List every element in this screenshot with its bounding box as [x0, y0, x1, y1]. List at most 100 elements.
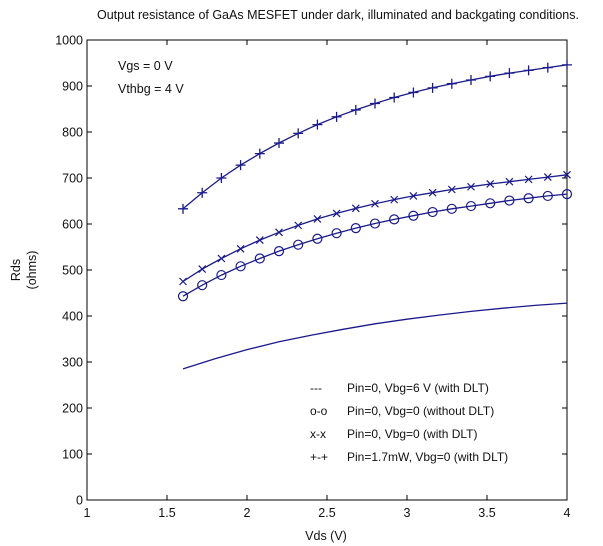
series-circle [177, 189, 573, 302]
data-point [446, 78, 457, 89]
series-plus [178, 59, 572, 214]
data-point [331, 111, 342, 122]
x-tick-label: 2 [244, 506, 251, 520]
data-point [524, 175, 533, 184]
data-point [371, 199, 379, 208]
data-point [523, 193, 534, 204]
data-point [236, 244, 245, 253]
data-point [235, 261, 246, 272]
data-point [486, 180, 495, 188]
data-point [273, 246, 285, 257]
data-point [216, 269, 227, 281]
data-point [523, 65, 534, 76]
data-point [293, 239, 304, 250]
data-point [198, 265, 207, 274]
data-point [408, 210, 419, 221]
data-point [389, 214, 400, 225]
data-point [332, 209, 341, 218]
data-point [217, 254, 226, 263]
y-tick-label: 900 [62, 80, 83, 94]
x-tick-label: 1 [84, 506, 91, 520]
y-axis-unit-label: (ohms) [25, 251, 39, 290]
data-point [542, 190, 553, 202]
y-tick-label: 700 [62, 172, 83, 186]
y-tick-label: 600 [62, 218, 83, 232]
data-point [216, 173, 227, 183]
data-point [408, 87, 419, 98]
data-point [543, 173, 552, 182]
x-tick-label: 3.5 [478, 506, 495, 520]
y-tick-label: 1000 [55, 34, 83, 48]
legend-entry-4: Pin=1.7mW, Vbg=0 (with DLT) [347, 450, 508, 464]
y-tick-label: 800 [62, 126, 83, 140]
x-axis-label: Vds (V) [305, 529, 347, 543]
data-point [254, 253, 265, 264]
series-line [182, 193, 568, 297]
data-point [313, 215, 322, 223]
data-point [275, 228, 283, 237]
y-tick-label: 400 [62, 310, 83, 324]
y-tick-label: 300 [62, 356, 83, 370]
data-point [179, 277, 187, 286]
chart-title: Output resistance of GaAs MESFET under d… [97, 8, 579, 22]
data-point [427, 82, 438, 93]
data-point [293, 128, 304, 139]
data-point [504, 195, 515, 206]
y-tick-label: 500 [62, 264, 83, 278]
data-point [255, 236, 264, 245]
annotation-vthbg: Vthbg = 4 V [118, 82, 184, 96]
data-point [177, 291, 189, 302]
data-point [467, 182, 475, 191]
data-point [427, 206, 438, 218]
data-point [312, 233, 323, 244]
data-point [504, 68, 515, 79]
series-x [179, 170, 571, 286]
data-point [369, 218, 381, 229]
legend-entry-3: Pin=0, Vbg=0 (with DLT) [347, 427, 478, 441]
data-point [561, 189, 573, 200]
legend: --- Pin=0, Vbg=6 V (with DLT) o-o Pin=0,… [310, 381, 508, 464]
y-tick-label: 100 [62, 448, 83, 462]
x-tick-label: 4 [564, 506, 571, 520]
data-point [254, 148, 265, 159]
series-layer [177, 59, 573, 370]
data-point [235, 160, 246, 171]
annotation-vgs: Vgs = 0 V [118, 59, 173, 73]
legend-marker-1: --- [310, 381, 322, 395]
x-tick-label: 2.5 [318, 506, 335, 520]
series-none [182, 302, 568, 370]
data-point [350, 223, 361, 234]
data-point [390, 195, 399, 204]
data-point [274, 138, 284, 149]
data-point [331, 228, 342, 239]
x-axis: 1 1.5 2 2.5 3 3.5 4 [84, 40, 571, 520]
data-point [562, 59, 572, 70]
data-point [485, 198, 496, 209]
data-point [466, 75, 476, 86]
y-tick-label: 200 [62, 402, 83, 416]
series-line [182, 302, 568, 370]
x-tick-label: 3 [404, 506, 411, 520]
data-point [197, 280, 208, 291]
legend-marker-3: x-x [310, 427, 326, 441]
data-point [446, 203, 457, 214]
data-point [312, 119, 323, 130]
data-point [485, 71, 496, 82]
data-point [350, 104, 361, 115]
data-point [389, 92, 400, 103]
data-point [465, 200, 477, 212]
data-point [294, 221, 303, 230]
legend-marker-4: +-+ [310, 450, 328, 464]
y-tick-label: 0 [76, 494, 83, 508]
data-point [351, 204, 360, 213]
data-point [178, 203, 188, 214]
data-point [409, 192, 418, 200]
data-point [370, 98, 380, 109]
data-point [447, 185, 456, 194]
x-tick-label: 1.5 [158, 506, 175, 520]
legend-marker-2: o-o [310, 404, 328, 418]
data-point [505, 177, 514, 186]
legend-entry-2: Pin=0, Vbg=0 (without DLT) [347, 404, 494, 418]
